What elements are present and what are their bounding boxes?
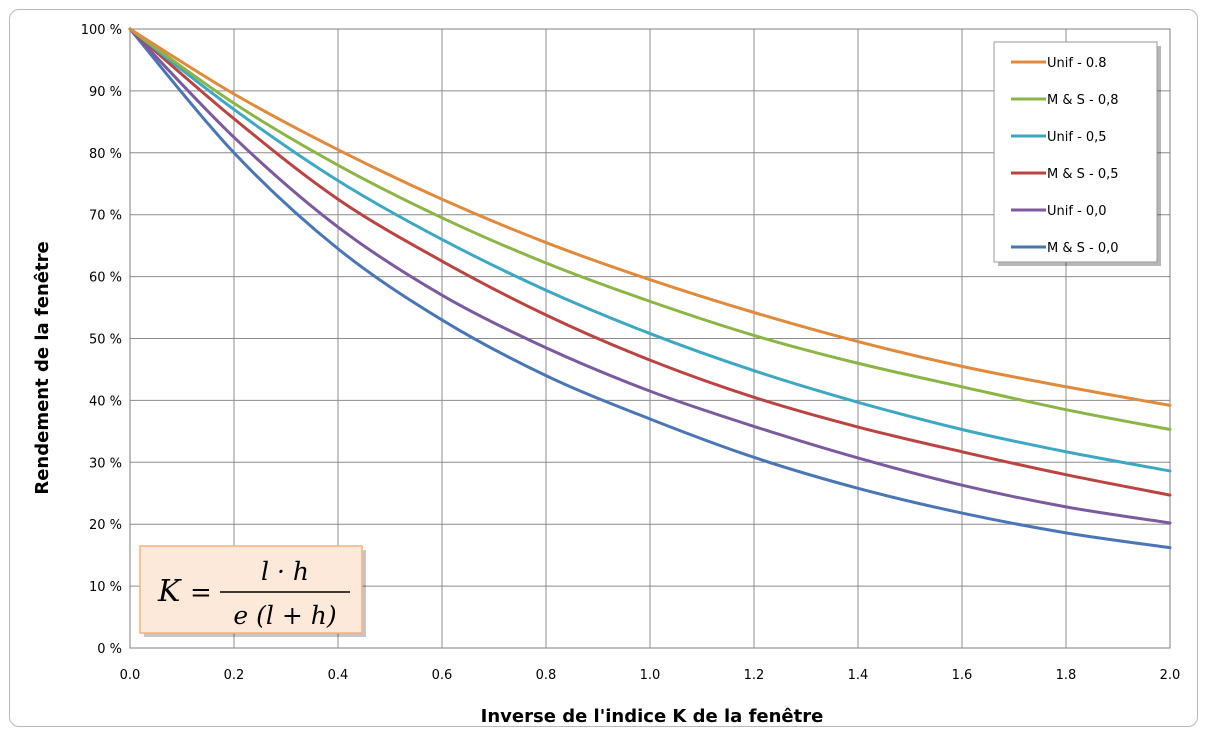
y-tick-label: 50 % xyxy=(89,333,122,348)
y-tick-label: 90 % xyxy=(89,85,122,100)
plot-area xyxy=(129,28,1171,649)
plot-border xyxy=(129,28,1171,649)
x-tick-label: 1.0 xyxy=(640,668,661,683)
x-axis-ticks: 0.0 0.2 0.4 0.6 0.8 1.0 1.2 1.4 1.6 1.8 2.0 xyxy=(120,668,1181,683)
formula-background xyxy=(139,545,363,634)
series-lines xyxy=(128,27,1172,550)
y-tick-label: 80 % xyxy=(89,147,122,162)
formula-numerator: l · h xyxy=(261,557,309,586)
y-axis-title: Rendement de la fenêtre xyxy=(32,241,53,494)
series-line-1 xyxy=(128,27,1172,431)
legend: Unif - 0.8 M & S - 0,8 Unif - 0,5 M & S - 0… xyxy=(993,41,1161,266)
legend-label: M & S - 0,5 xyxy=(1047,167,1119,182)
legend-box xyxy=(993,41,1158,263)
series-line-5 xyxy=(128,27,1172,550)
x-tick-label: 1.6 xyxy=(952,668,973,683)
legend-label: M & S - 0,0 xyxy=(1047,241,1119,256)
y-tick-label: 0 % xyxy=(97,642,122,657)
y-tick-label: 30 % xyxy=(89,456,122,471)
series-line-0 xyxy=(128,27,1172,407)
x-tick-label: 0.2 xyxy=(224,668,245,683)
x-tick-label: 1.8 xyxy=(1056,668,1077,683)
y-tick-label: 20 % xyxy=(89,518,122,533)
formula-lhs: K xyxy=(157,574,182,609)
x-tick-label: 2.0 xyxy=(1160,668,1181,683)
formula-box: K = l · h e (l + h) xyxy=(139,545,366,637)
x-tick-label: 0.8 xyxy=(536,668,557,683)
y-tick-label: 10 % xyxy=(89,580,122,595)
x-tick-label: 0.6 xyxy=(432,668,453,683)
legend-label: Unif - 0.8 xyxy=(1047,56,1107,71)
formula-equals: = xyxy=(190,578,212,608)
x-axis-title: Inverse de l'indice K de la fenêtre xyxy=(481,706,824,727)
legend-label: Unif - 0,5 xyxy=(1047,130,1107,145)
formula-denominator: e (l + h) xyxy=(233,601,336,630)
x-tick-label: 1.2 xyxy=(744,668,765,683)
x-tick-label: 1.4 xyxy=(848,668,869,683)
series-line-4 xyxy=(128,27,1172,525)
y-tick-label: 40 % xyxy=(89,394,122,409)
y-tick-label: 100 % xyxy=(81,23,122,38)
y-tick-label: 70 % xyxy=(89,209,122,224)
y-tick-label: 60 % xyxy=(89,271,122,286)
legend-label: M & S - 0,8 xyxy=(1047,93,1119,108)
series-line-3 xyxy=(128,27,1172,497)
series-line-2 xyxy=(128,27,1172,473)
y-axis-ticks: 0 % 10 % 20 % 30 % 40 % 50 % 60 % 70 % 80 % 90 % 1… xyxy=(81,23,122,657)
x-tick-label: 0.4 xyxy=(328,668,349,683)
legend-label: Unif - 0,0 xyxy=(1047,204,1107,219)
x-tick-label: 0.0 xyxy=(120,668,141,683)
